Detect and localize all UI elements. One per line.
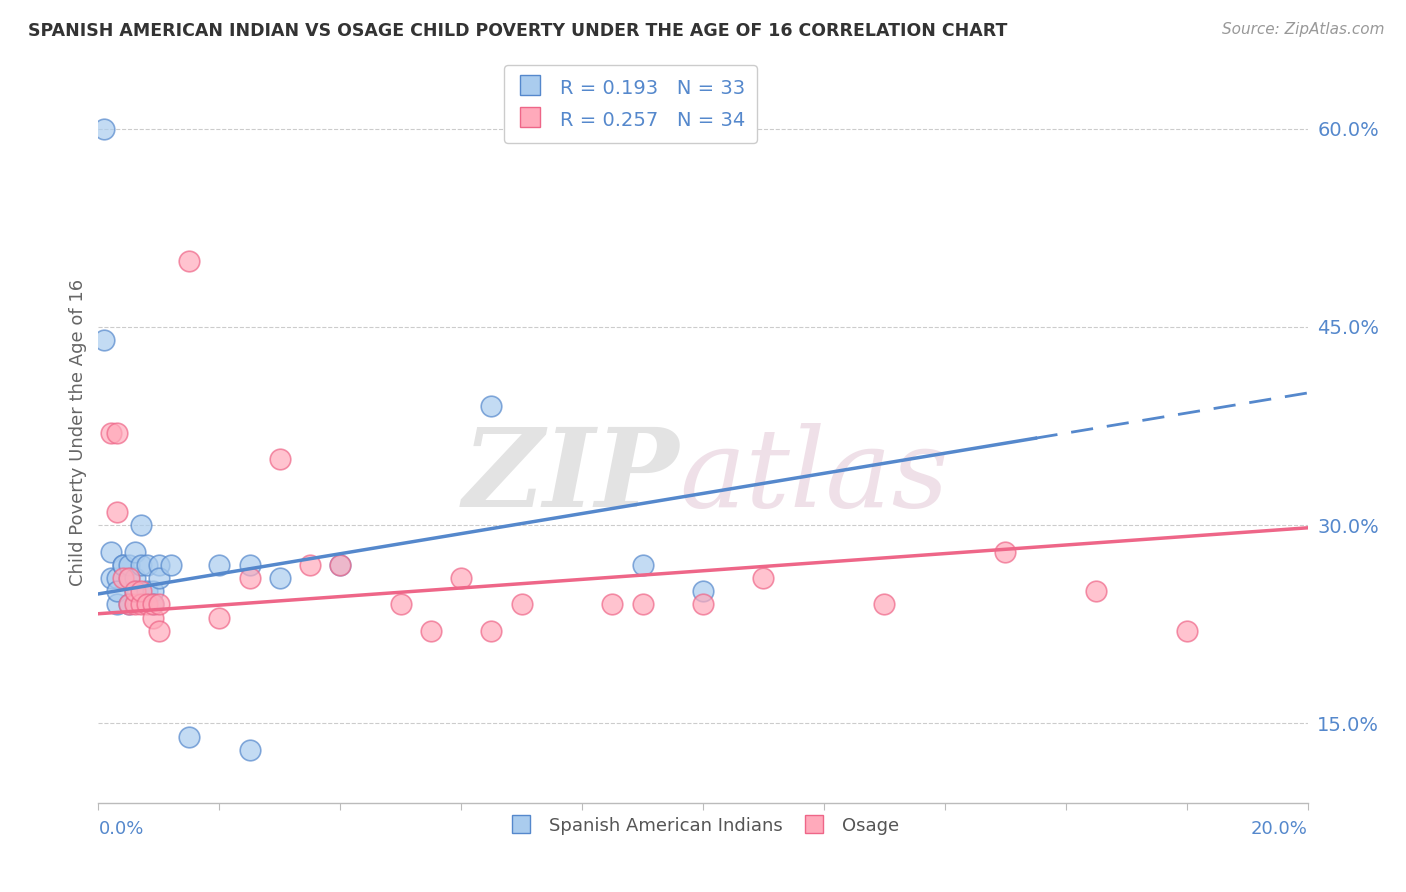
Legend: Spanish American Indians, Osage: Spanish American Indians, Osage <box>499 809 907 842</box>
Point <box>124 598 146 612</box>
Point <box>135 598 157 612</box>
Point <box>692 598 714 612</box>
Point <box>510 598 533 612</box>
Point <box>105 584 128 599</box>
Point <box>208 558 231 572</box>
Point <box>105 505 128 519</box>
Point <box>239 571 262 585</box>
Point <box>481 399 503 413</box>
Point <box>179 253 201 268</box>
Point <box>124 571 146 585</box>
Point <box>631 598 654 612</box>
Point <box>135 558 157 572</box>
Point <box>93 333 115 347</box>
Point <box>160 558 183 572</box>
Point <box>118 571 141 585</box>
Point <box>129 518 152 533</box>
Point <box>1085 584 1108 599</box>
Point <box>124 584 146 599</box>
Point <box>105 571 128 585</box>
Point <box>299 558 322 572</box>
Point <box>994 544 1017 558</box>
Point <box>100 425 122 440</box>
Point <box>105 425 128 440</box>
Point <box>329 558 352 572</box>
Text: Source: ZipAtlas.com: Source: ZipAtlas.com <box>1222 22 1385 37</box>
Point <box>420 624 443 638</box>
Point <box>100 571 122 585</box>
Point <box>631 558 654 572</box>
Point <box>105 598 128 612</box>
Point <box>124 544 146 558</box>
Point <box>481 624 503 638</box>
Point <box>239 558 262 572</box>
Point <box>111 571 134 585</box>
Text: ZIP: ZIP <box>463 424 679 531</box>
Point <box>142 584 165 599</box>
Point <box>692 584 714 599</box>
Point <box>135 584 157 599</box>
Point <box>100 544 122 558</box>
Text: atlas: atlas <box>679 424 949 531</box>
Point <box>118 558 141 572</box>
Point <box>118 571 141 585</box>
Point <box>208 610 231 624</box>
Point <box>142 610 165 624</box>
Text: 20.0%: 20.0% <box>1251 820 1308 838</box>
Point <box>142 598 165 612</box>
Point <box>118 598 141 612</box>
Point <box>269 452 291 467</box>
Point <box>179 730 201 744</box>
Point <box>118 598 141 612</box>
Point <box>389 598 412 612</box>
Point <box>148 598 170 612</box>
Point <box>450 571 472 585</box>
Point <box>752 571 775 585</box>
Point <box>129 584 152 599</box>
Point <box>124 584 146 599</box>
Point <box>93 121 115 136</box>
Point <box>148 558 170 572</box>
Point <box>602 598 624 612</box>
Text: SPANISH AMERICAN INDIAN VS OSAGE CHILD POVERTY UNDER THE AGE OF 16 CORRELATION C: SPANISH AMERICAN INDIAN VS OSAGE CHILD P… <box>28 22 1008 40</box>
Point <box>148 571 170 585</box>
Point <box>873 598 896 612</box>
Point <box>129 598 152 612</box>
Point <box>1175 624 1198 638</box>
Y-axis label: Child Poverty Under the Age of 16: Child Poverty Under the Age of 16 <box>69 279 87 586</box>
Point <box>129 558 152 572</box>
Text: 0.0%: 0.0% <box>98 820 143 838</box>
Point <box>111 558 134 572</box>
Point <box>239 743 262 757</box>
Point <box>148 624 170 638</box>
Point <box>142 598 165 612</box>
Point <box>269 571 291 585</box>
Point <box>111 558 134 572</box>
Point <box>329 558 352 572</box>
